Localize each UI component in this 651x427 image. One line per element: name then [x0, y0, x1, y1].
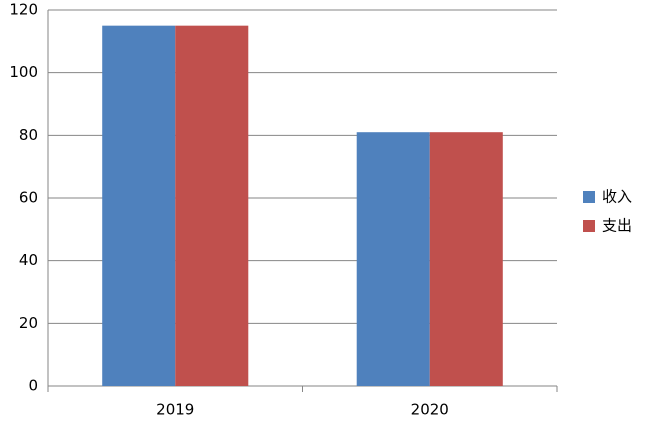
legend-label: 支出 — [602, 217, 632, 235]
x-tick-label: 2020 — [411, 401, 449, 419]
x-tick-label: 2019 — [156, 401, 194, 419]
y-tick-label: 120 — [9, 1, 38, 19]
y-tick-label: 80 — [19, 126, 38, 144]
bar — [102, 25, 176, 387]
bar — [175, 25, 249, 387]
legend-swatch — [583, 220, 595, 232]
bar — [356, 132, 430, 386]
y-tick-label: 60 — [19, 189, 38, 207]
y-tick-label: 20 — [19, 314, 38, 332]
y-tick-label: 0 — [28, 377, 38, 395]
y-tick-label: 100 — [9, 63, 38, 81]
legend-swatch — [583, 191, 595, 203]
bar — [429, 132, 503, 386]
y-tick-label: 40 — [19, 251, 38, 269]
legend-label: 收入 — [602, 188, 632, 206]
